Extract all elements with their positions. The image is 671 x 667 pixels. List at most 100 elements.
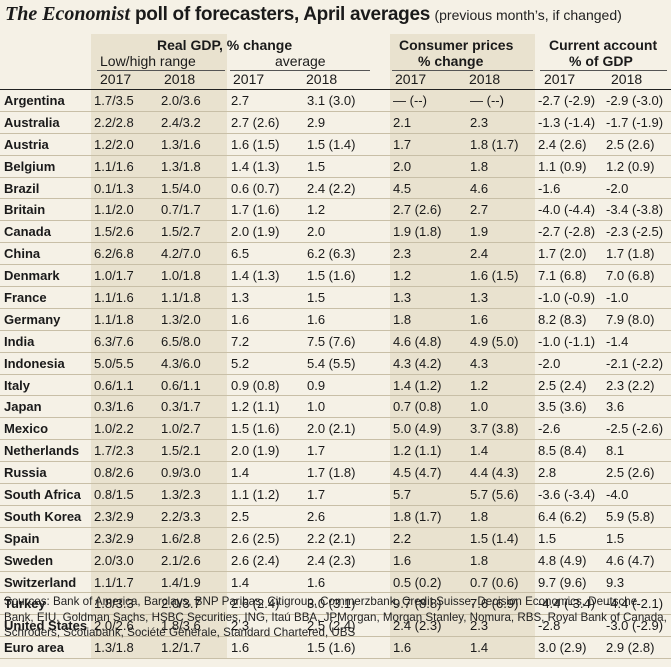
table-cell: 2.4 (2.2)	[301, 177, 390, 200]
header-cpi-line2: % change	[418, 53, 484, 69]
table-cell: 2.7 (2.6)	[227, 111, 301, 134]
table-cell: 2.0/3.6	[157, 89, 227, 112]
table-row: South Korea 2.3/2.9 2.2/3.3 2.5 2.6 1.8 (1.7)…	[0, 505, 671, 528]
table-cell: 3.0 (2.9)	[535, 636, 602, 660]
table-cell: 1.7	[301, 483, 390, 506]
table-cell: 1.1/1.7	[91, 571, 157, 594]
table-row: Mexico 1.0/2.2 1.0/2.7 1.5 (1.6) 2.0 (2.1) 5.…	[0, 417, 671, 441]
table-cell: -2.8	[535, 614, 602, 638]
table-cell: 1.2	[464, 374, 535, 397]
table-cell: 4.3 (4.2)	[390, 352, 464, 375]
table-cell: 1.7 (1.8)	[301, 461, 390, 485]
year-header: 2018	[469, 71, 501, 87]
table-cell: 2.4 (2.6)	[535, 133, 602, 156]
table-cell: 4.6	[464, 177, 535, 200]
table-cell: 1.6	[227, 636, 301, 660]
title-main: poll of forecasters, April averages	[130, 4, 431, 25]
table-cell: 1.8 (1.7)	[390, 505, 464, 528]
table-cell: 1.6	[390, 636, 464, 660]
table-row: Australia 2.2/2.8 2.4/3.2 2.7 (2.6) 2.9 2.1 2.…	[0, 111, 671, 134]
table-cell: 8.5 (8.4)	[535, 439, 602, 463]
table-cell: 1.5 (1.4)	[464, 527, 535, 550]
country-name: South Korea	[0, 505, 91, 528]
country-name: United States	[0, 614, 91, 638]
table-row: Turkey 1.8/3.3 2.0/3.7 2.6 (2.4) 3.0 (3.1) 9.…	[0, 592, 671, 616]
table-cell: 1.1/1.6	[91, 155, 157, 178]
table-cell: 2.5 (2.4)	[535, 374, 602, 397]
year-header: 2017	[233, 71, 265, 87]
table-cell: 1.0	[464, 395, 535, 419]
table-cell: 0.6/1.1	[157, 374, 227, 397]
country-name: Euro area	[0, 636, 91, 660]
table-cell: 1.8	[464, 505, 535, 528]
table-row: India 6.3/7.6 6.5/8.0 7.2 7.5 (7.6) 4.6 (4.8)…	[0, 330, 671, 353]
table-cell: 2.3	[390, 242, 464, 266]
table-cell: 1.4 (1.3)	[227, 264, 301, 288]
table-cell: 1.1/1.8	[91, 308, 157, 331]
country-name: Netherlands	[0, 439, 91, 463]
table-cell: 1.2	[390, 264, 464, 288]
table-row: China 6.2/6.8 4.2/7.0 6.5 6.2 (6.3) 2.3 2.4 1.7…	[0, 242, 671, 266]
table-cell: 4.5	[390, 177, 464, 200]
table-cell: 6.4 (6.2)	[535, 505, 602, 528]
table-cell: 2.5	[227, 505, 301, 528]
table-cell: 2.3	[464, 111, 535, 134]
table-cell: 4.6 (4.8)	[390, 330, 464, 353]
table-cell: 0.8/2.6	[91, 461, 157, 485]
table-cell: 2.0	[390, 155, 464, 178]
table-cell: 1.2 (1.1)	[227, 395, 301, 419]
table-cell: 1.4	[464, 439, 535, 463]
table-cell: 2.3/2.9	[91, 505, 157, 528]
table-cell: 2.3	[227, 614, 301, 638]
table-cell: 2.0 (2.1)	[301, 417, 390, 441]
table-cell: -2.0	[535, 352, 602, 375]
table-cell: 1.5	[301, 286, 390, 309]
table-row: Japan 0.3/1.6 0.3/1.7 1.2 (1.1) 1.0 0.7 (0.8)…	[0, 395, 671, 419]
table-cell: 0.6/1.1	[91, 374, 157, 397]
table-cell: 1.6	[301, 308, 390, 331]
year-header: 2018	[306, 71, 338, 87]
table-cell: 3.0 (3.1)	[301, 592, 390, 616]
table-cell: -1.0	[602, 286, 671, 309]
country-name: Britain	[0, 198, 91, 222]
header-ca-line1: Current account	[549, 37, 658, 53]
header-ca-line2: % of GDP	[569, 53, 633, 69]
table-cell: 2.7	[464, 198, 535, 222]
table-cell: 2.3 (2.2)	[602, 374, 671, 397]
table-cell: 1.4	[227, 571, 301, 594]
table-row: Italy 0.6/1.1 0.6/1.1 0.9 (0.8) 0.9 1.4 (1.2)…	[0, 374, 671, 397]
table-cell: 7.0 (6.8)	[602, 264, 671, 288]
table-cell: 1.6	[227, 308, 301, 331]
table-cell: -4.4 (-3.4)	[535, 592, 602, 616]
table-cell: 2.6	[301, 505, 390, 528]
table-cell: 4.4 (4.3)	[464, 461, 535, 485]
table-row: Netherlands 1.7/2.3 1.5/2.1 2.0 (1.9) 1.7 1.2…	[0, 439, 671, 463]
table-cell: 2.8	[535, 461, 602, 485]
table-cell: 2.0/3.7	[157, 592, 227, 616]
table-cell: 6.3/7.6	[91, 330, 157, 353]
table-cell: -2.7 (-2.8)	[535, 220, 602, 244]
country-name: Switzerland	[0, 571, 91, 594]
table-cell: 1.1/2.0	[91, 198, 157, 222]
table-cell: 1.0/1.8	[157, 264, 227, 288]
table-row: Sweden 2.0/3.0 2.1/2.6 2.6 (2.4) 2.4 (2.3) 1.…	[0, 549, 671, 572]
table-cell: 0.8/1.5	[91, 483, 157, 506]
table-cell: 2.1/2.6	[157, 549, 227, 572]
table-cell: 1.8/3.6	[157, 614, 227, 638]
table-cell: 2.3	[464, 614, 535, 638]
table-cell: 9.7 (9.6)	[535, 571, 602, 594]
table-cell: 1.3	[227, 286, 301, 309]
table-cell: 2.6 (2.4)	[227, 549, 301, 572]
table-cell: 1.2 (0.9)	[602, 155, 671, 178]
underline-average	[230, 70, 370, 71]
country-name: Australia	[0, 111, 91, 134]
table-cell: 1.7/2.3	[91, 439, 157, 463]
table-cell: 0.7 (0.6)	[464, 571, 535, 594]
table-cell: 3.1 (3.0)	[301, 89, 390, 112]
table-cell: 1.3/2.0	[157, 308, 227, 331]
table-cell: -3.6 (-3.4)	[535, 483, 602, 506]
header-average: average	[275, 53, 326, 69]
table-cell: 5.9 (5.8)	[602, 505, 671, 528]
table-cell: 2.4/3.2	[157, 111, 227, 134]
table-cell: 0.9 (0.8)	[227, 374, 301, 397]
